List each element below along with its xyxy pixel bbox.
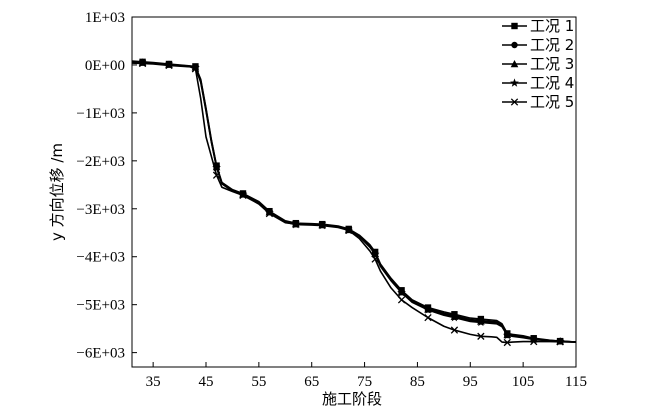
data-point-marker <box>212 162 221 172</box>
x-tick-label: 95 <box>463 374 478 390</box>
data-point-marker <box>371 255 379 263</box>
data-point-marker <box>138 58 147 67</box>
data-point-marker <box>239 191 247 200</box>
data-point-marker <box>265 209 274 218</box>
series-5 <box>131 59 577 347</box>
y-tick-label: −4E+03 <box>76 250 125 266</box>
series-line <box>131 60 577 343</box>
data-point-marker <box>477 332 485 340</box>
series-line <box>131 62 577 344</box>
y-axis-title: y 方向位移 /m <box>48 143 66 241</box>
x-axis-title: 施工阶段 <box>322 390 382 408</box>
data-point-marker <box>318 221 326 229</box>
legend-item: 工况 5 <box>502 93 574 111</box>
legend-marker <box>510 78 519 87</box>
data-point-marker <box>397 288 406 297</box>
data-point-marker <box>265 208 274 217</box>
legend-marker <box>511 41 518 49</box>
data-point-marker <box>530 337 538 346</box>
y-tick-label: −3E+03 <box>76 202 125 218</box>
x-tick-label: 115 <box>565 374 587 390</box>
legend-item: 工况 4 <box>502 74 574 92</box>
legend-label: 工况 3 <box>530 55 574 73</box>
data-point-marker <box>502 330 512 340</box>
data-point-marker <box>292 220 300 228</box>
data-point-marker <box>397 296 406 304</box>
legend-label: 工况 5 <box>530 93 574 111</box>
plot-area-frame <box>131 16 577 368</box>
legend-item: 工况 3 <box>502 55 574 73</box>
data-point-marker <box>476 317 486 327</box>
legend-label: 工况 4 <box>530 74 574 92</box>
y-tick-label: −6E+03 <box>76 346 125 362</box>
y-tick-label: −5E+03 <box>76 298 125 314</box>
x-tick-label: 45 <box>199 374 214 390</box>
series-line <box>131 61 577 343</box>
y-tick-label: 0E+00 <box>85 58 125 74</box>
data-point-marker <box>529 334 539 344</box>
y-tick-label: 1E+03 <box>85 10 125 26</box>
x-tick-label: 55 <box>251 374 266 390</box>
data-point-marker <box>423 305 433 314</box>
legend-label: 工况 1 <box>530 17 574 35</box>
data-point-marker <box>345 226 353 235</box>
series-line <box>131 60 577 343</box>
y-tick-label: −2E+03 <box>76 154 125 170</box>
data-point-marker <box>450 326 459 334</box>
data-point-marker <box>165 61 173 70</box>
legend-marker <box>510 98 519 106</box>
y-tick-label: −1E+03 <box>76 106 125 122</box>
data-point-marker <box>450 313 459 322</box>
legend-label: 工况 2 <box>530 36 574 54</box>
data-point-marker <box>370 249 380 259</box>
legend-marker <box>510 60 519 68</box>
legend-item: 工况 2 <box>502 36 574 54</box>
data-point-marker <box>503 338 511 347</box>
legend-marker <box>511 22 518 30</box>
data-point-marker <box>138 59 147 68</box>
data-point-marker <box>556 338 564 346</box>
x-tick-label: 65 <box>304 374 319 390</box>
series-line <box>131 61 577 343</box>
legend-item: 工况 1 <box>502 17 574 35</box>
x-tick-label: 105 <box>512 374 535 390</box>
data-point-marker <box>424 313 432 322</box>
x-tick-label: 75 <box>357 374 372 390</box>
x-tick-label: 85 <box>410 374 425 390</box>
x-tick-label: 35 <box>146 374 161 390</box>
data-point-marker <box>191 63 200 72</box>
data-point-marker <box>212 171 221 179</box>
data-point-marker <box>191 65 200 73</box>
